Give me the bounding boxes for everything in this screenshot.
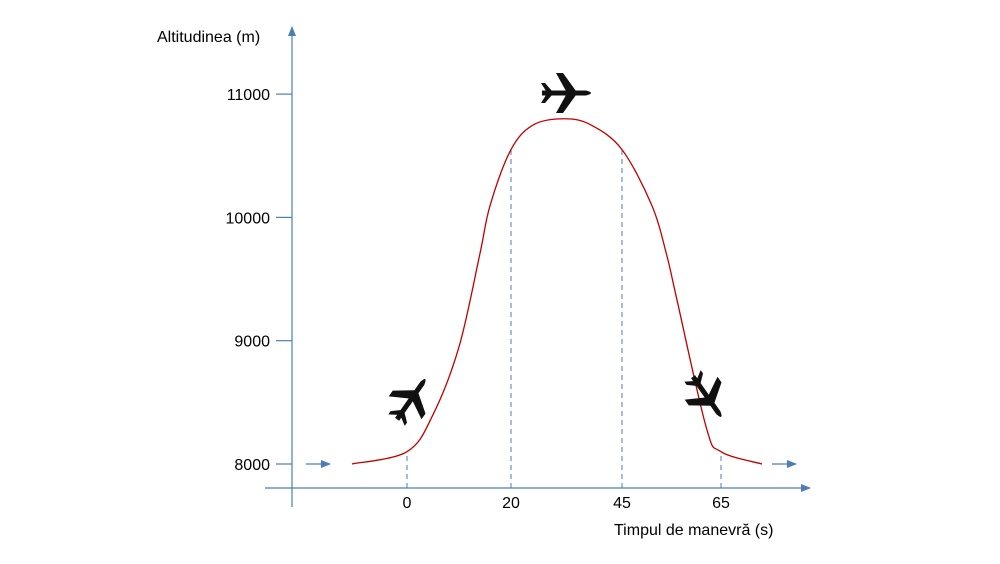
y-tick-label: 11000 [227,87,270,104]
airplane-descending-icon [676,364,738,429]
flight-path-curve [351,118,763,465]
x-tick-label: 0 [403,495,412,512]
x-tick-label: 45 [613,495,631,512]
x-tick-label: 65 [712,495,730,512]
y-axis-title: Altitudinea (m) [157,29,260,46]
airplane-level-icon [541,73,591,113]
y-tick-label: 10000 [226,210,271,227]
x-axis-title: Timpul de manevră (s) [614,522,773,539]
y-tick-label: 9000 [234,334,270,351]
x-tick-label: 20 [502,495,520,512]
airplane-climbing-icon [380,367,442,432]
y-tick-label: 8000 [234,457,270,474]
